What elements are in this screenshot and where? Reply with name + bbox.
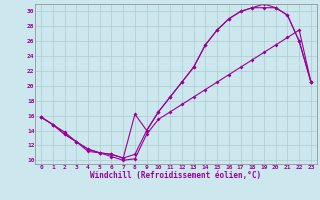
X-axis label: Windchill (Refroidissement éolien,°C): Windchill (Refroidissement éolien,°C) bbox=[91, 171, 261, 180]
